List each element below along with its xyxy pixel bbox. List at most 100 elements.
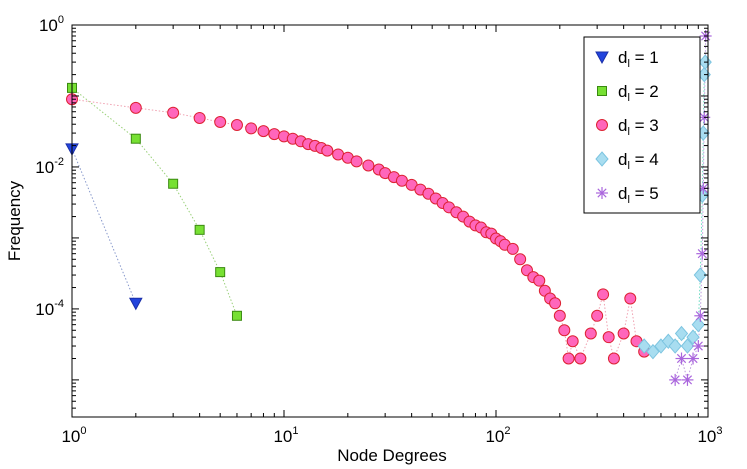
axes-frame bbox=[71, 24, 709, 418]
data-point bbox=[617, 327, 630, 340]
legend-label-rest: = 4 bbox=[630, 150, 659, 169]
legend-label-3: dl = 3 bbox=[618, 116, 659, 138]
y-tick-label: 10-4 bbox=[35, 298, 64, 319]
data-point bbox=[549, 297, 562, 310]
legend-label-5: dl = 5 bbox=[618, 184, 659, 206]
x-axis-title: Node Degrees bbox=[337, 446, 447, 465]
data-point bbox=[597, 288, 610, 301]
legend-label-main: d bbox=[618, 82, 627, 101]
legend-marker-5 bbox=[596, 187, 608, 199]
data-point bbox=[231, 310, 242, 321]
data-point bbox=[193, 111, 206, 124]
data-point bbox=[168, 178, 179, 189]
legend-label-4: dl = 4 bbox=[618, 150, 659, 172]
data-point bbox=[553, 309, 566, 322]
data-point bbox=[680, 338, 695, 354]
x-tick-label: 103 bbox=[697, 425, 722, 446]
data-point bbox=[562, 352, 575, 365]
data-point bbox=[128, 297, 143, 311]
x-tick-exponent: 0 bbox=[80, 425, 86, 437]
data-point bbox=[558, 324, 571, 337]
data-point bbox=[566, 335, 579, 348]
legend-label-sub: l bbox=[627, 92, 629, 104]
y-tick-label: 10-2 bbox=[35, 156, 64, 177]
legend-label-rest: = 2 bbox=[630, 82, 659, 101]
series-3 bbox=[66, 93, 651, 365]
data-point bbox=[362, 159, 375, 172]
x-tick-base: 10 bbox=[485, 427, 504, 446]
x-tick-exponent: 1 bbox=[292, 425, 298, 437]
data-point bbox=[230, 119, 243, 132]
data-point bbox=[514, 253, 527, 266]
data-point bbox=[668, 338, 682, 354]
y-tick-exponent: -2 bbox=[54, 156, 64, 168]
legend-label-2: dl = 2 bbox=[618, 82, 659, 104]
data-point bbox=[257, 125, 270, 138]
data-point bbox=[693, 267, 707, 283]
y-tick-exponent: 0 bbox=[58, 14, 64, 26]
legend-label-main: d bbox=[618, 184, 627, 203]
data-point bbox=[591, 309, 604, 322]
data-point bbox=[675, 352, 688, 365]
data-point bbox=[624, 292, 637, 305]
data-point bbox=[687, 352, 700, 365]
data-point bbox=[533, 274, 546, 287]
data-point bbox=[692, 340, 705, 353]
legend-marker-1 bbox=[595, 51, 609, 65]
legend-label-sub: l bbox=[627, 126, 629, 138]
legend-label-rest: = 5 bbox=[630, 184, 659, 203]
data-point bbox=[607, 352, 620, 365]
y-tick-base: 10 bbox=[35, 300, 54, 319]
data-point bbox=[574, 352, 587, 365]
series-4 bbox=[637, 54, 712, 360]
legend-label-sub: l bbox=[627, 194, 629, 206]
y-tick-base: 10 bbox=[39, 16, 58, 35]
legend: dl = 1dl = 2dl = 3dl = 4dl = 5 bbox=[583, 36, 701, 214]
data-point bbox=[214, 115, 227, 128]
legend-marker-3 bbox=[596, 119, 608, 131]
legend-label-rest: = 3 bbox=[630, 116, 659, 135]
data-point bbox=[215, 267, 226, 278]
data-point bbox=[167, 106, 180, 119]
legend-label-main: d bbox=[618, 48, 627, 67]
x-tick-exponent: 3 bbox=[716, 425, 722, 437]
y-tick-base: 10 bbox=[35, 158, 54, 177]
x-tick-base: 10 bbox=[697, 427, 716, 446]
data-point bbox=[681, 373, 694, 386]
legend-label-sub: l bbox=[627, 160, 629, 172]
series-line-2 bbox=[71, 87, 238, 316]
x-tick-label: 100 bbox=[61, 425, 86, 446]
data-point bbox=[686, 329, 700, 345]
data-point bbox=[268, 128, 281, 141]
data-point bbox=[130, 133, 141, 144]
data-point bbox=[350, 155, 363, 168]
y-axis-title: Frequency bbox=[5, 180, 24, 261]
data-point bbox=[245, 122, 258, 135]
x-tick-label: 102 bbox=[485, 425, 510, 446]
plot-area bbox=[65, 29, 712, 386]
data-point bbox=[506, 242, 519, 255]
legend-marker-2 bbox=[597, 86, 607, 96]
data-point bbox=[584, 327, 597, 340]
data-point bbox=[194, 224, 205, 235]
x-tick-exponent: 2 bbox=[504, 425, 510, 437]
x-tick-base: 10 bbox=[61, 427, 80, 446]
y-tick-exponent: -4 bbox=[54, 298, 64, 310]
legend-label-main: d bbox=[618, 116, 627, 135]
legend-marker-4 bbox=[595, 151, 609, 167]
data-point bbox=[602, 331, 615, 344]
x-tick-base: 10 bbox=[273, 427, 292, 446]
legend-label-sub: l bbox=[627, 58, 629, 70]
data-point bbox=[129, 101, 142, 114]
legend-label-main: d bbox=[618, 150, 627, 169]
data-point bbox=[691, 316, 705, 333]
data-point bbox=[321, 144, 334, 157]
legend-label-1: dl = 1 bbox=[618, 48, 659, 70]
data-point bbox=[646, 343, 660, 360]
data-point bbox=[674, 325, 689, 342]
data-point bbox=[637, 338, 651, 354]
x-tick-label: 101 bbox=[273, 425, 298, 446]
y-tick-label: 100 bbox=[39, 14, 64, 35]
